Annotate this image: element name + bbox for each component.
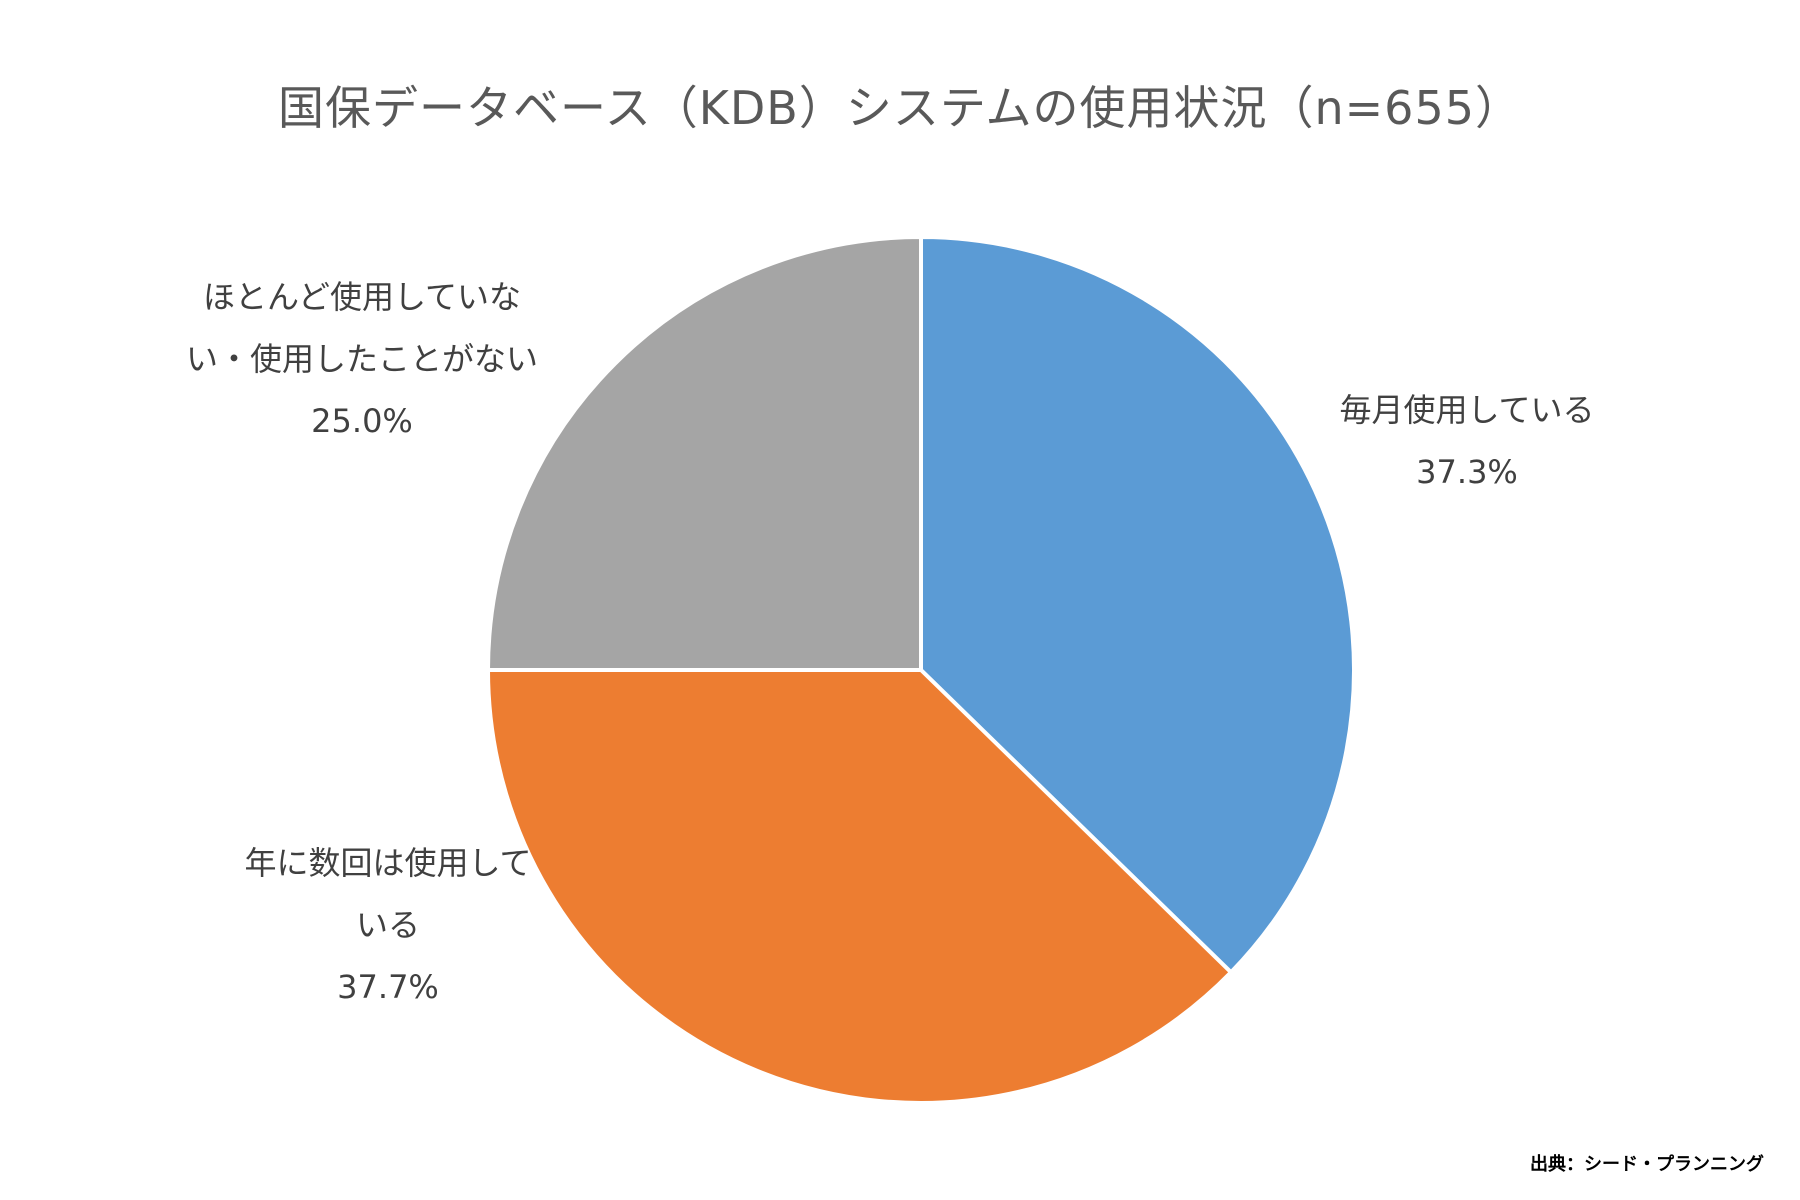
slice-value-label: 37.3% [1416, 453, 1518, 491]
slice-label-group: 毎月使用している 37.3% [1339, 391, 1594, 491]
chart-title: 国保データベース（KDB）システムの使用状況（n=655） [278, 81, 1522, 135]
slice-category-label: い・使用したことがない [186, 340, 538, 378]
pie-slice [486, 235, 923, 672]
source-note: 出典：シード・プランニング [1530, 1154, 1764, 1175]
slice-value-label: 37.7% [337, 968, 439, 1006]
slice-category-label: ほとんど使用していな [203, 278, 521, 316]
slice-category-label: いる [356, 906, 420, 944]
slice-category-label: 年に数回は使用して [244, 844, 531, 882]
pie-slice [919, 235, 1356, 975]
slice-value-label: 25.0% [311, 402, 413, 440]
pie-slice [486, 668, 1233, 1105]
slice-category-label: 毎月使用している [1339, 391, 1594, 429]
